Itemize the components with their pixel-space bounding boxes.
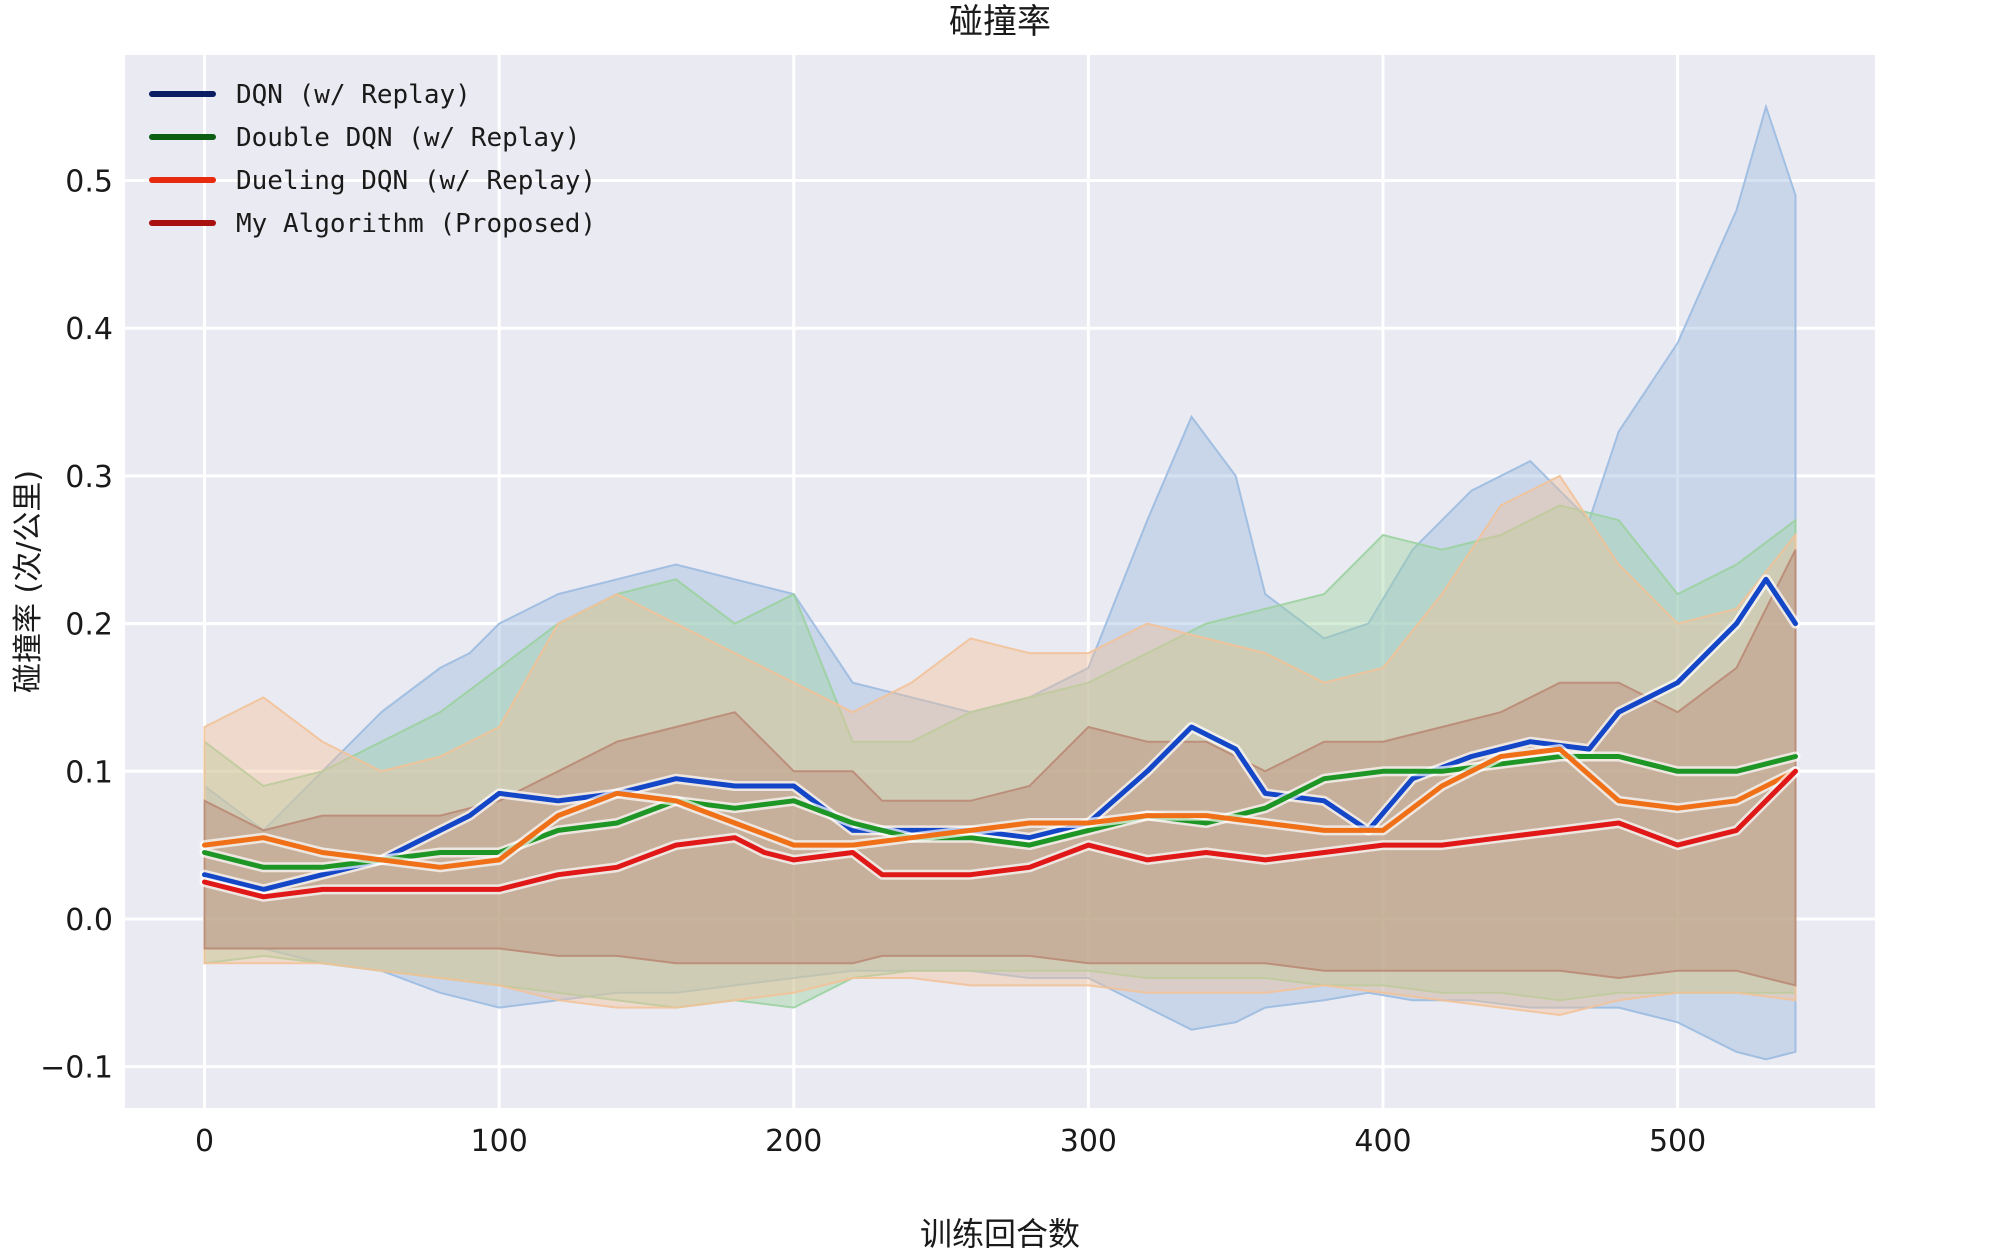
- x-tick-label: 300: [1060, 1124, 1117, 1159]
- band-series-4: [203, 549, 1797, 987]
- legend: DQN (w/ Replay) Double DQN (w/ Replay) Due…: [149, 80, 596, 239]
- y-tick-label: 0.2: [65, 608, 113, 643]
- chart-title: 碰撞率: [949, 2, 1051, 42]
- series-lines: [199, 574, 1801, 902]
- y-tick-label: 0.0: [65, 903, 113, 938]
- legend-label: Dueling DQN (w/ Replay): [236, 166, 596, 196]
- line-series-4: [202, 768, 1798, 900]
- x-axis-label: 训练回合数: [920, 1215, 1080, 1253]
- y-tick-label: 0.3: [65, 460, 113, 495]
- y-tick-label: −0.1: [40, 1051, 113, 1086]
- tick-labels: 0 100 200 300 400 500 −0.1 0.0 0.1 0.2 0.3 0.4 0.5: [40, 165, 1706, 1159]
- line-series-3: [202, 746, 1798, 870]
- legend-label: Double DQN (w/ Replay): [236, 123, 580, 153]
- legend-label: My Algorithm (Proposed): [236, 209, 596, 239]
- x-tick-label: 100: [471, 1124, 528, 1159]
- grid: [125, 55, 1875, 1108]
- y-tick-label: 0.5: [65, 165, 113, 200]
- x-tick-label: 0: [195, 1124, 214, 1159]
- y-tick-label: 0.1: [65, 755, 113, 790]
- line-series-1: [202, 576, 1798, 892]
- line-series-2: [202, 754, 1798, 870]
- plot-area: [125, 55, 1875, 1108]
- x-tick-label: 400: [1354, 1124, 1411, 1159]
- y-axis-label: 碰撞率 (次/公里): [11, 470, 46, 693]
- y-tick-label: 0.4: [65, 312, 113, 347]
- band-series-3: [203, 474, 1797, 1017]
- legend-label: DQN (w/ Replay): [236, 80, 471, 110]
- x-tick-label: 200: [765, 1124, 822, 1159]
- x-tick-label: 500: [1649, 1124, 1706, 1159]
